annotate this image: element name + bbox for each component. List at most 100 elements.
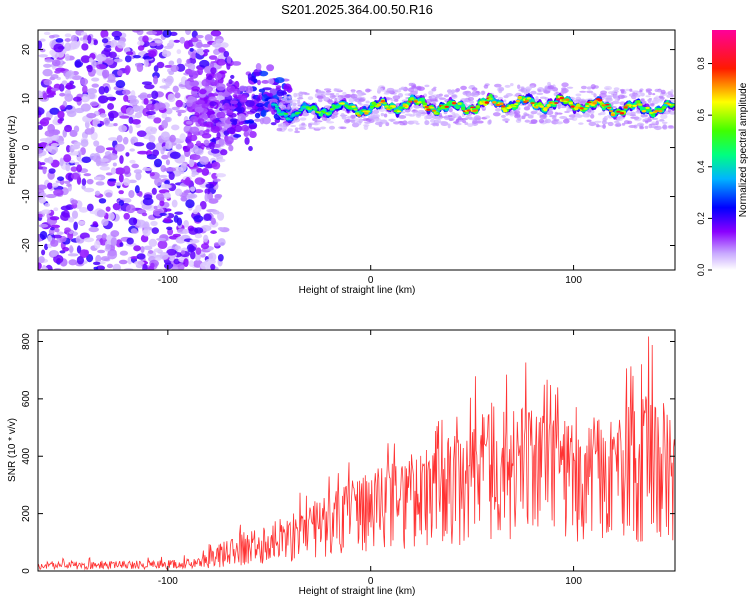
x-tick-label: 100 [565,275,582,286]
spectrogram-noise-cell [142,263,148,270]
spectrogram-noise-cell [183,179,191,185]
spectrogram-noise-cell [133,245,142,252]
spectrogram-noise-cell [47,147,53,153]
spectrogram-noise-cell [575,114,583,118]
spectrogram-noise-cell [464,122,469,126]
spectrogram-noise-cell [164,64,173,68]
spectrogram-noise-cell [65,163,71,172]
spectrogram-noise-cell [299,117,307,121]
spectrogram-noise-cell [165,140,172,150]
spectrogram-noise-cell [81,96,88,101]
spectrogram-ridge-cell [424,105,429,109]
spectrogram-noise-cell [448,107,453,113]
spectrogram-ridge-cell [565,98,570,101]
spectrogram-noise-cell [66,110,77,118]
spectrogram-ridge-cell [470,106,475,109]
spectrogram-noise-cell [258,88,266,93]
spectrogram-ridge-cell [287,118,292,121]
spectrogram-noise-cell [404,113,413,116]
spectrogram-noise-cell [89,153,97,161]
spectrogram-noise-cell [631,90,639,93]
spectrogram-noise-cell [469,100,475,104]
spectrogram-noise-cell [39,230,48,240]
spectrogram-noise-cell [666,94,672,98]
spectrogram-noise-cell [559,116,568,119]
spectrogram-noise-cell [204,188,211,195]
spectrogram-noise-cell [189,239,200,244]
spectrogram-noise-cell [47,234,52,243]
spectrogram-noise-cell [561,87,567,91]
spectrogram-noise-cell [56,176,65,181]
spectrogram-ridge-cell [488,97,493,100]
spectrogram-noise-cell [101,233,107,240]
spectrogram-noise-cell [194,106,204,113]
spectrogram-ridge-cell [422,102,428,106]
spectrogram-noise-cell [624,112,633,116]
spectrogram-noise-cell [566,86,574,89]
spectrogram-noise-cell [214,194,222,201]
spectrogram-noise-cell [38,223,49,228]
spectrogram-ridge-cell [649,111,654,115]
spectrogram-noise-cell [586,86,592,90]
spectrogram-noise-cell [200,243,210,250]
spectrogram-noise-cell [408,82,414,87]
spectrogram-ridge-cell [457,102,462,105]
spectrogram-noise-cell [119,155,124,164]
spectrogram-noise-cell [143,83,155,90]
spectrogram-noise-cell [189,47,194,52]
spectrogram-noise-cell [590,113,595,119]
spectrogram-noise-cell [436,95,442,99]
spectrogram-ridge-cell [513,103,519,106]
spectrogram-ridge-cell [605,103,610,106]
spectrogram-noise-cell [171,106,180,111]
spectrogram-noise-cell [38,125,43,130]
spectrogram-noise-cell [266,64,275,72]
spectrogram-ridge-cell [515,99,521,103]
spectrogram-noise-cell [323,105,332,108]
spectrogram-noise-cell [194,177,205,185]
spectrogram-noise-cell [350,119,356,124]
spectrogram-noise-cell [596,124,601,128]
spectrogram-noise-cell [119,115,130,119]
spectrogram-ridge-cell [318,113,323,116]
spectrogram-noise-cell [365,100,370,104]
spectrogram-noise-cell [147,114,156,120]
spectrogram-noise-cell [157,240,168,250]
spectrogram-noise-cell [41,249,46,256]
spectrogram-noise-cell [206,75,213,81]
spectrogram-noise-cell [71,75,83,81]
spectrogram-noise-cell [153,75,159,85]
spectrogram-noise-cell [141,212,148,217]
spectrogram-noise-cell [530,119,538,124]
spectrogram-noise-cell [312,117,318,122]
spectrogram-noise-cell [70,34,78,43]
spectrogram-noise-cell [161,50,172,58]
spectrogram-noise-cell [97,123,103,128]
y-tick-label: 0 [21,144,32,150]
spectrogram-ridge-cell [347,105,353,108]
y-tick-label: 600 [21,390,32,407]
spectrogram-noise-cell [119,242,124,247]
spectrogram-noise-cell [38,192,47,198]
spectrogram-noise-cell [270,122,277,126]
spectrogram-noise-cell [81,43,89,51]
spectrogram-ridge-cell [369,105,375,108]
spectrogram-noise-cell [492,112,501,117]
spectrogram-noise-cell [82,39,89,44]
spectrogram-ridge-cell [601,104,606,107]
colorbar: 0.0 0.2 0.4 0.6 0.8 Normalized spectral ampl… [696,30,749,276]
spectrogram-ridge-cell [647,108,652,112]
spectrogram-noise-cell [443,94,449,98]
spectrogram-noise-cell [618,115,623,119]
spectrogram-noise-cell [129,98,140,106]
spectrogram-noise-cell [621,122,626,126]
spectrogram-noise-cell [69,160,75,164]
spectrogram-noise-cell [195,34,204,39]
spectrogram-noise-cell [233,133,242,138]
spectrogram-noise-cell [285,99,293,103]
spectrogram-noise-cell [125,204,136,214]
spectrogram-noise-cell [517,84,521,89]
spectrogram-noise-cell [77,150,82,157]
spectrogram-noise-cell [99,162,109,167]
